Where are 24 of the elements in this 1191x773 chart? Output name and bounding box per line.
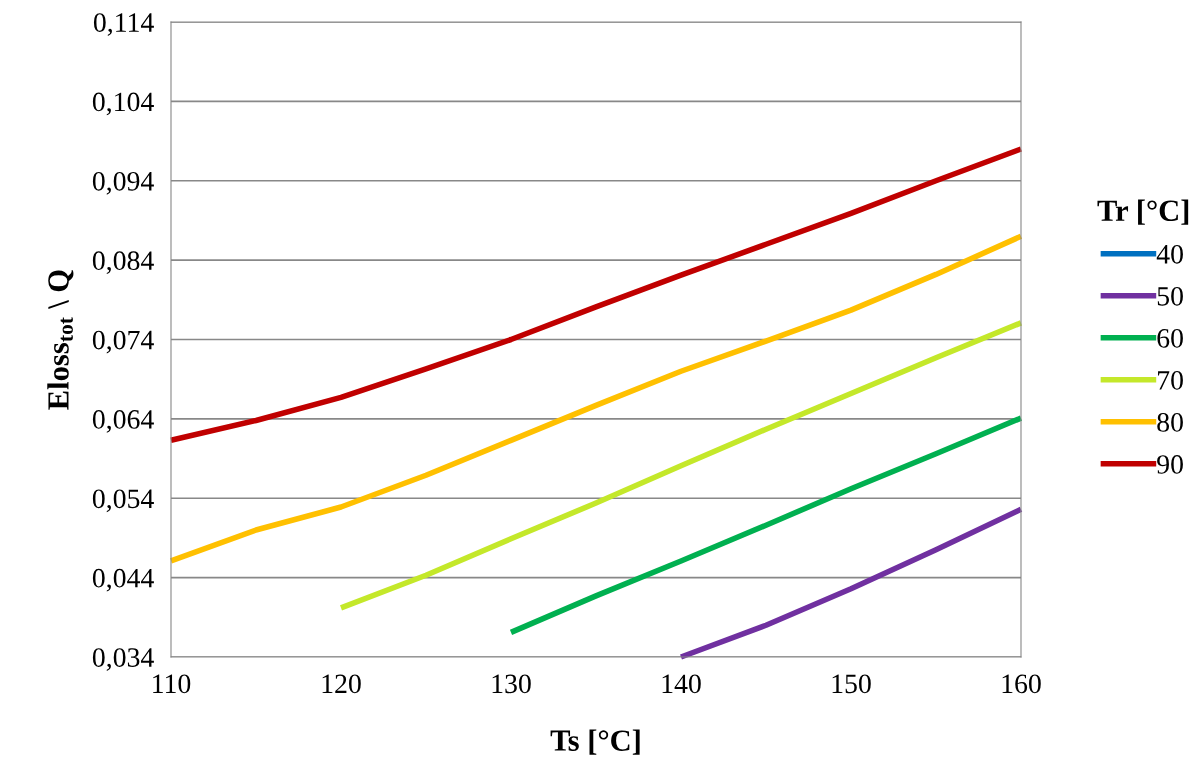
y-tick-label: 0,074 — [92, 330, 154, 354]
x-axis-title: Ts [°C] — [550, 729, 640, 755]
x-tick-label: 160 — [1002, 674, 1041, 694]
legend-label: 50 — [1157, 286, 1183, 306]
y-tick-label: 0,094 — [92, 171, 154, 195]
x-tick-label: 150 — [832, 674, 871, 694]
legend-label: 80 — [1157, 413, 1183, 432]
y-tick-label: 0,044 — [92, 568, 154, 592]
x-tick-label: 120 — [322, 674, 361, 694]
y-axis-title: Eloss$_{tot}$ \ Q — [47, 270, 74, 410]
y-tick-label: 0,114 — [93, 13, 154, 36]
legend-label: 90 — [1157, 455, 1183, 474]
y-tick-label: 0,034 — [92, 648, 154, 671]
legend-label: 60 — [1157, 328, 1183, 348]
x-tick-label: 130 — [492, 674, 531, 694]
y-tick-label: 0,064 — [92, 410, 154, 433]
x-tick-label: 110 — [153, 674, 191, 694]
legend-title: Tr [°C] — [1097, 199, 1189, 225]
legend-label: 40 — [1156, 244, 1183, 264]
y-tick-label: 0,104 — [92, 92, 154, 116]
x-tick-label: 140 — [662, 674, 701, 694]
y-tick-label: 0,084 — [92, 251, 154, 275]
legend-label: 70 — [1158, 370, 1183, 390]
y-tick-label: 0,054 — [92, 489, 154, 513]
